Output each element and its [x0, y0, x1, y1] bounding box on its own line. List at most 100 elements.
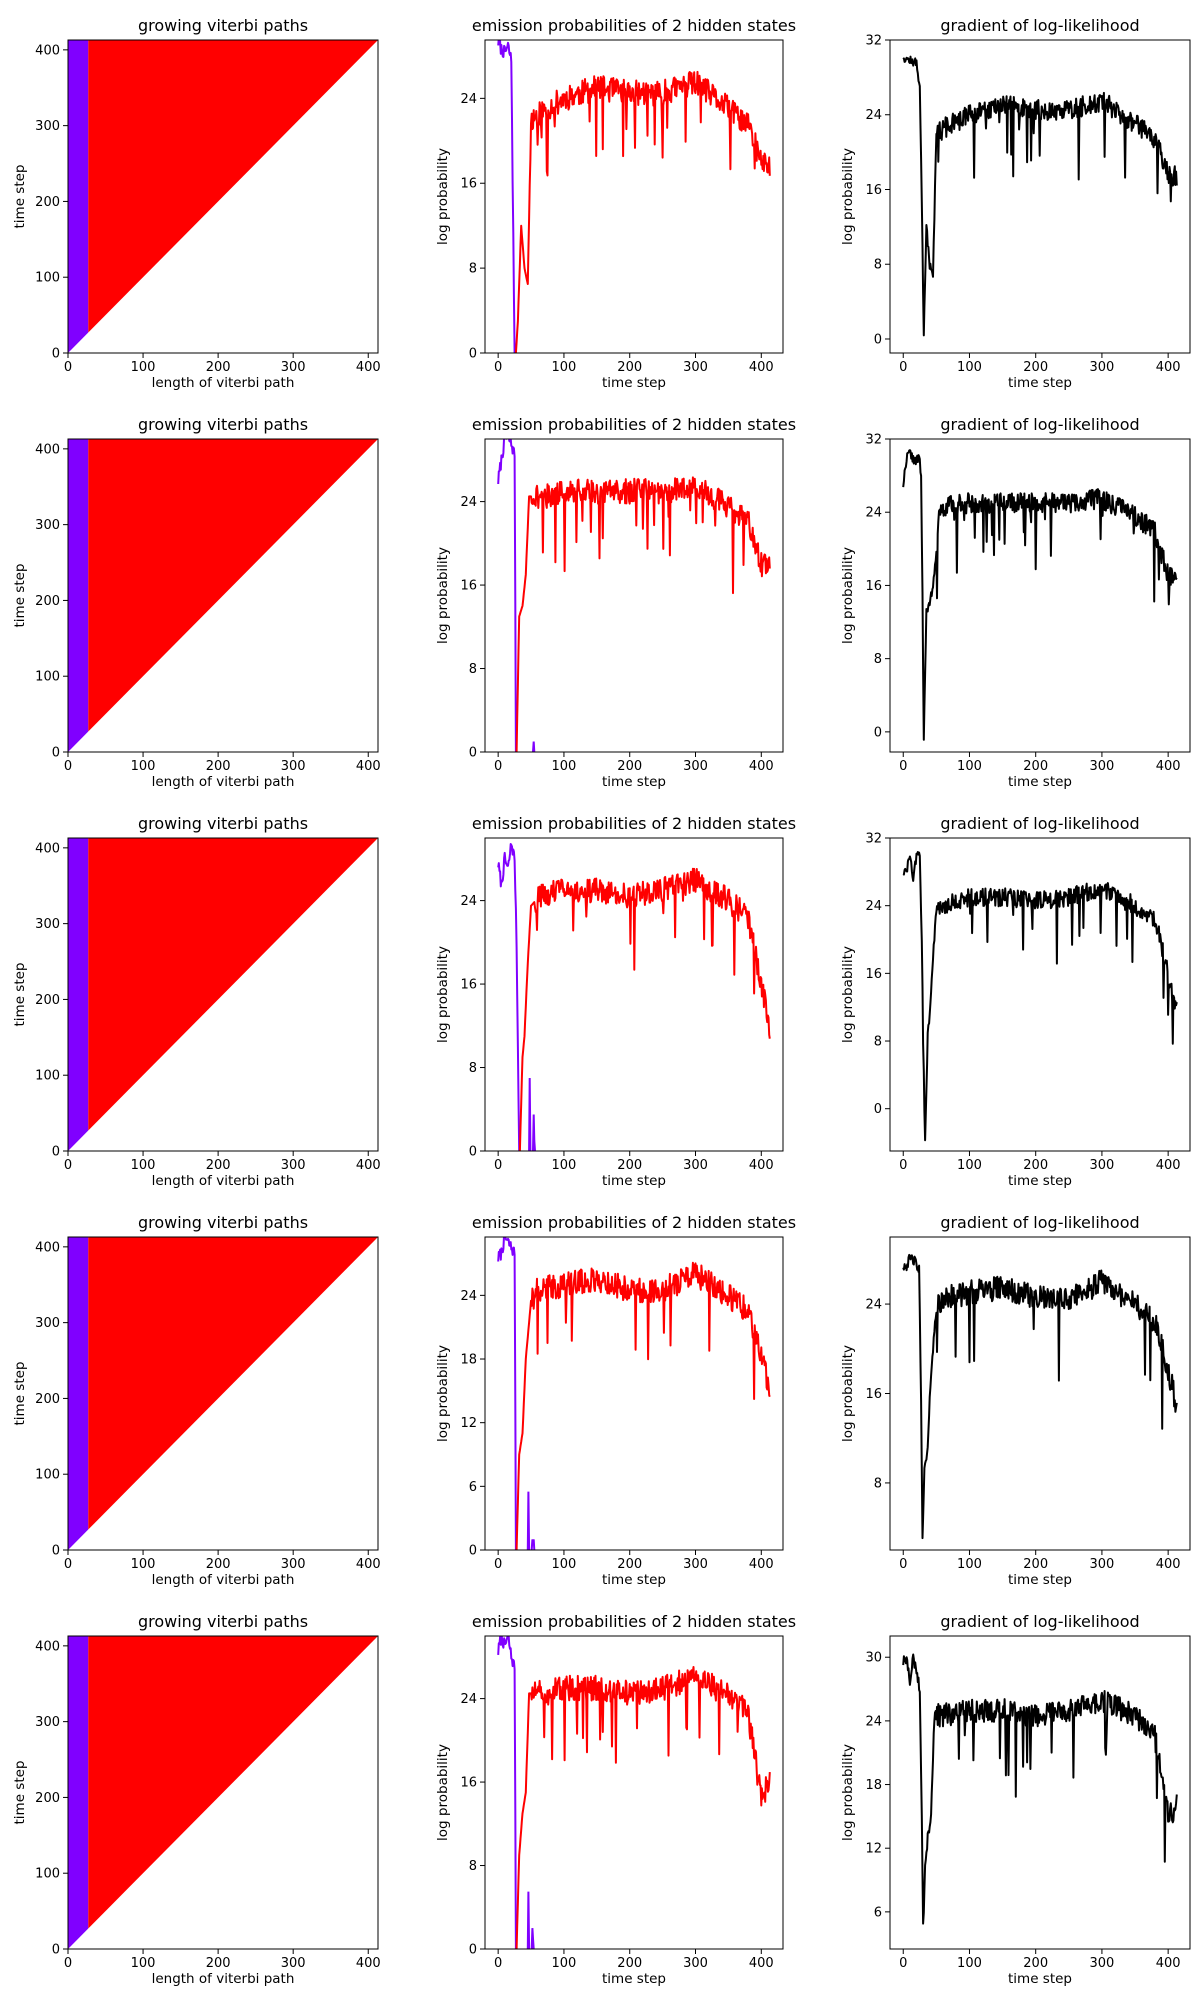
heatmap-state-a-region — [68, 439, 88, 752]
x-tick-label: 400 — [1156, 360, 1181, 375]
x-tick-label: 200 — [1023, 1557, 1048, 1572]
y-axis-label: time step — [12, 1362, 28, 1426]
x-tick-label: 300 — [281, 1956, 306, 1971]
y-tick-label: 12 — [865, 1842, 882, 1857]
y-tick-label: 16 — [460, 579, 477, 594]
x-tick-label: 100 — [957, 759, 982, 774]
y-axis-label: time step — [12, 165, 28, 229]
x-tick-label: 100 — [552, 1158, 577, 1173]
y-tick-label: 16 — [460, 978, 477, 993]
y-axis-label: log probability — [840, 547, 856, 644]
x-tick-label: 400 — [1156, 759, 1181, 774]
x-tick-label: 0 — [899, 1956, 907, 1971]
y-tick-label: 0 — [469, 347, 477, 362]
y-tick-label: 200 — [35, 1392, 60, 1407]
x-tick-label: 100 — [957, 360, 982, 375]
x-tick-label: 200 — [206, 1956, 231, 1971]
chart-title: gradient of log-likelihood — [940, 16, 1139, 35]
x-tick-label: 300 — [683, 1956, 708, 1971]
y-tick-label: 0 — [52, 746, 60, 761]
x-tick-label: 100 — [131, 360, 156, 375]
y-tick-label: 8 — [874, 1035, 882, 1050]
x-tick-label: 100 — [552, 1956, 577, 1971]
y-tick-label: 24 — [460, 92, 477, 107]
series-spike-state-A — [533, 1115, 535, 1152]
y-tick-label: 100 — [35, 670, 60, 685]
x-tick-label: 400 — [356, 1956, 381, 1971]
y-tick-label: 6 — [469, 1480, 477, 1495]
x-tick-label: 100 — [552, 360, 577, 375]
x-tick-label: 300 — [281, 360, 306, 375]
x-axis-label: length of viterbi path — [152, 1572, 295, 1588]
chart-title: gradient of log-likelihood — [940, 415, 1139, 434]
x-tick-label: 400 — [356, 360, 381, 375]
y-tick-label: 200 — [35, 195, 60, 210]
y-tick-label: 8 — [469, 662, 477, 677]
y-tick-label: 100 — [35, 271, 60, 286]
y-axis-label: log probability — [840, 1345, 856, 1442]
x-axis-label: time step — [602, 774, 666, 790]
x-tick-label: 100 — [131, 759, 156, 774]
chart-title: growing viterbi paths — [138, 415, 308, 434]
y-axis-label: log probability — [840, 946, 856, 1043]
y-tick-label: 8 — [874, 1476, 882, 1491]
y-axis-label: log probability — [435, 148, 451, 245]
y-tick-label: 300 — [35, 518, 60, 533]
y-tick-label: 200 — [35, 1791, 60, 1806]
x-tick-label: 100 — [131, 1557, 156, 1572]
y-tick-label: 24 — [865, 1714, 882, 1729]
y-tick-label: 24 — [865, 1298, 882, 1313]
x-axis-label: time step — [1008, 375, 1072, 391]
chart-title: gradient of log-likelihood — [940, 1213, 1139, 1232]
y-tick-label: 8 — [469, 262, 477, 277]
x-tick-label: 0 — [64, 1557, 72, 1572]
x-tick-label: 0 — [494, 1158, 502, 1173]
y-tick-label: 24 — [865, 899, 882, 914]
x-tick-label: 200 — [206, 1158, 231, 1173]
y-tick-label: 32 — [865, 832, 882, 847]
x-tick-label: 300 — [683, 360, 708, 375]
x-tick-label: 0 — [494, 1956, 502, 1971]
x-axis-label: length of viterbi path — [152, 1971, 295, 1987]
x-tick-label: 400 — [1156, 1557, 1181, 1572]
y-tick-label: 0 — [52, 1145, 60, 1160]
x-tick-label: 200 — [617, 360, 642, 375]
x-tick-label: 400 — [749, 1158, 774, 1173]
chart-title: growing viterbi paths — [138, 16, 308, 35]
y-tick-label: 24 — [865, 108, 882, 123]
x-tick-label: 400 — [749, 1557, 774, 1572]
y-tick-label: 16 — [865, 1387, 882, 1402]
y-tick-label: 300 — [35, 1715, 60, 1730]
chart-title: gradient of log-likelihood — [940, 1612, 1139, 1631]
chart-title: emission probabilities of 2 hidden state… — [472, 16, 796, 35]
y-tick-label: 30 — [865, 1651, 882, 1666]
x-tick-label: 200 — [206, 360, 231, 375]
x-tick-label: 400 — [356, 1158, 381, 1173]
x-tick-label: 300 — [1090, 1557, 1115, 1572]
y-tick-label: 16 — [460, 1776, 477, 1791]
y-tick-label: 300 — [35, 1316, 60, 1331]
x-tick-label: 300 — [281, 1557, 306, 1572]
x-tick-label: 200 — [617, 759, 642, 774]
y-tick-label: 0 — [874, 1102, 882, 1117]
y-tick-label: 12 — [460, 1416, 477, 1431]
y-tick-label: 0 — [469, 1943, 477, 1958]
series-spike-state-A — [528, 1892, 529, 1949]
y-tick-label: 0 — [874, 725, 882, 740]
y-tick-label: 16 — [460, 177, 477, 192]
chart-title: emission probabilities of 2 hidden state… — [472, 814, 796, 833]
y-tick-label: 18 — [460, 1353, 477, 1368]
y-tick-label: 0 — [52, 347, 60, 362]
y-tick-label: 0 — [52, 1943, 60, 1958]
x-tick-label: 0 — [494, 1557, 502, 1572]
x-tick-label: 200 — [206, 759, 231, 774]
x-axis-label: time step — [1008, 1572, 1072, 1588]
x-tick-label: 100 — [552, 1557, 577, 1572]
y-axis-label: log probability — [840, 148, 856, 245]
chart-title: growing viterbi paths — [138, 814, 308, 833]
x-tick-label: 100 — [131, 1956, 156, 1971]
y-tick-label: 300 — [35, 119, 60, 134]
y-tick-label: 24 — [460, 894, 477, 909]
y-tick-label: 24 — [460, 1289, 477, 1304]
heatmap-state-a-region — [68, 838, 88, 1151]
